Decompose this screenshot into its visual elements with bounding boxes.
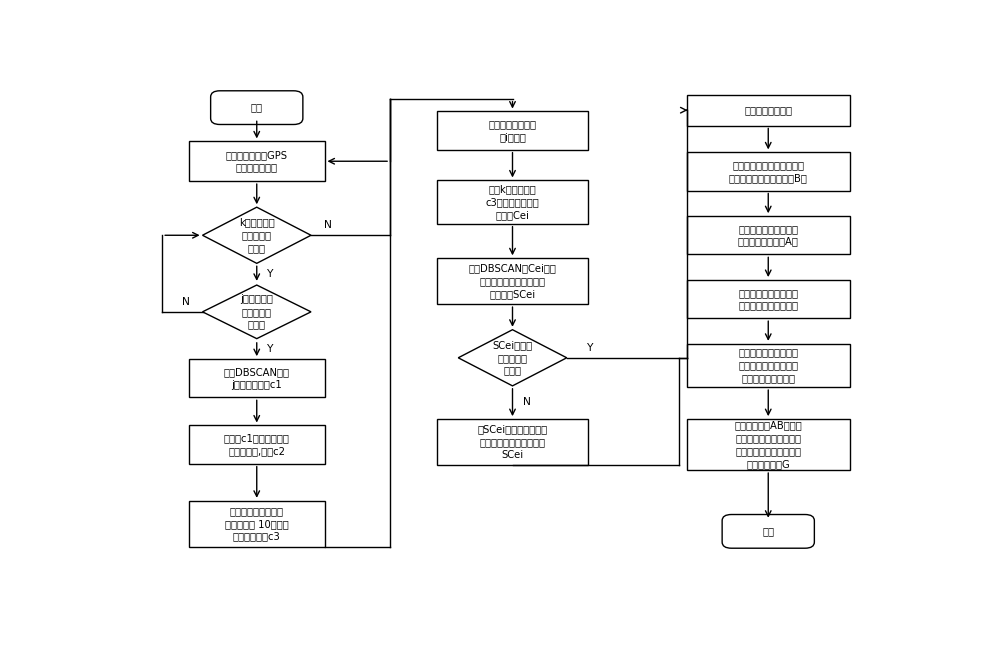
FancyBboxPatch shape [189,141,325,181]
Text: Y: Y [267,345,274,355]
Text: 取作业电铲集合中
的i号电铲: 取作业电铲集合中 的i号电铲 [488,119,536,142]
FancyBboxPatch shape [722,514,814,548]
Text: Y: Y [267,269,274,278]
FancyBboxPatch shape [687,280,850,318]
Text: 结束: 结束 [762,526,774,536]
FancyBboxPatch shape [687,95,850,125]
Text: k号子计划是
否在全部计
划中？: k号子计划是 否在全部计 划中？ [239,217,275,253]
Text: 对每个交点在AB直线上
做映射，取映射密度最大
点为最终求解点，即确定
电铲作业位置G: 对每个交点在AB直线上 做映射，取映射密度最大 点为最终求解点，即确定 电铲作业… [734,420,802,469]
Text: 在时间轴上再次合并
时间距离在 10分钟之
内的聚类得到c3: 在时间轴上再次合并 时间距离在 10分钟之 内的聚类得到c3 [225,506,289,542]
FancyBboxPatch shape [687,216,850,255]
FancyBboxPatch shape [437,419,588,465]
Text: j号运输车是
否在计划时
间内？: j号运输车是 否在计划时 间内？ [240,294,273,330]
Text: 输出电铲初步位置: 输出电铲初步位置 [744,105,792,115]
Text: 过滤掉c1中的破岩点、
破矿点信息,得到c2: 过滤掉c1中的破岩点、 破矿点信息,得到c2 [224,433,290,456]
Text: SCei中是否
只包含一个
聚类？: SCei中是否 只包含一个 聚类？ [492,340,533,375]
FancyBboxPatch shape [211,91,303,125]
Polygon shape [202,285,311,339]
FancyBboxPatch shape [687,152,850,190]
FancyBboxPatch shape [189,426,325,463]
Text: 对多个预测值进行最小
二乘法曲线拟合得到电
铲和运输车预测曲线: 对多个预测值进行最小 二乘法曲线拟合得到电 铲和运输车预测曲线 [738,347,798,383]
FancyBboxPatch shape [189,501,325,547]
FancyBboxPatch shape [437,258,588,304]
Text: 通过DBSCAN在Cei中根
据编号找到全部车针对该
铲的新聚SCei: 通过DBSCAN在Cei中根 据编号找到全部车针对该 铲的新聚SCei [469,263,556,299]
Text: N: N [523,397,530,408]
Text: 开始: 开始 [251,103,263,113]
Text: N: N [324,220,332,230]
FancyBboxPatch shape [437,180,588,224]
Polygon shape [202,207,311,263]
FancyBboxPatch shape [437,111,588,150]
FancyBboxPatch shape [687,419,850,470]
Text: 利用DBSCAN找到
j号车全部聚类c1: 利用DBSCAN找到 j号车全部聚类c1 [224,367,290,390]
Text: Y: Y [587,343,593,353]
Text: 将SCei中所有聚类将按
时间排序，取出现最早的
SCei: 将SCei中所有聚类将按 时间排序，取出现最早的 SCei [477,424,548,460]
FancyBboxPatch shape [189,359,325,397]
FancyBboxPatch shape [687,343,850,387]
Text: 根据历史数据，确定电
铲信号失效的位置A点: 根据历史数据，确定电 铲信号失效的位置A点 [738,224,799,247]
Text: 利用高斯过程模型求解
电铲和运输车位置预测: 利用高斯过程模型求解 电铲和运输车位置预测 [738,288,798,310]
Text: N: N [182,296,189,306]
Text: 根据k号计划，在
c3中找到对应电铲
的聚类Cei: 根据k号计划，在 c3中找到对应电铲 的聚类Cei [486,184,539,220]
Polygon shape [458,330,567,386]
Text: 根据不同运输车失效位置，
计算得出运输车失效位置B点: 根据不同运输车失效位置， 计算得出运输车失效位置B点 [729,160,808,183]
Text: 输入全班运输车GPS
数据与生产计划: 输入全班运输车GPS 数据与生产计划 [226,150,288,172]
